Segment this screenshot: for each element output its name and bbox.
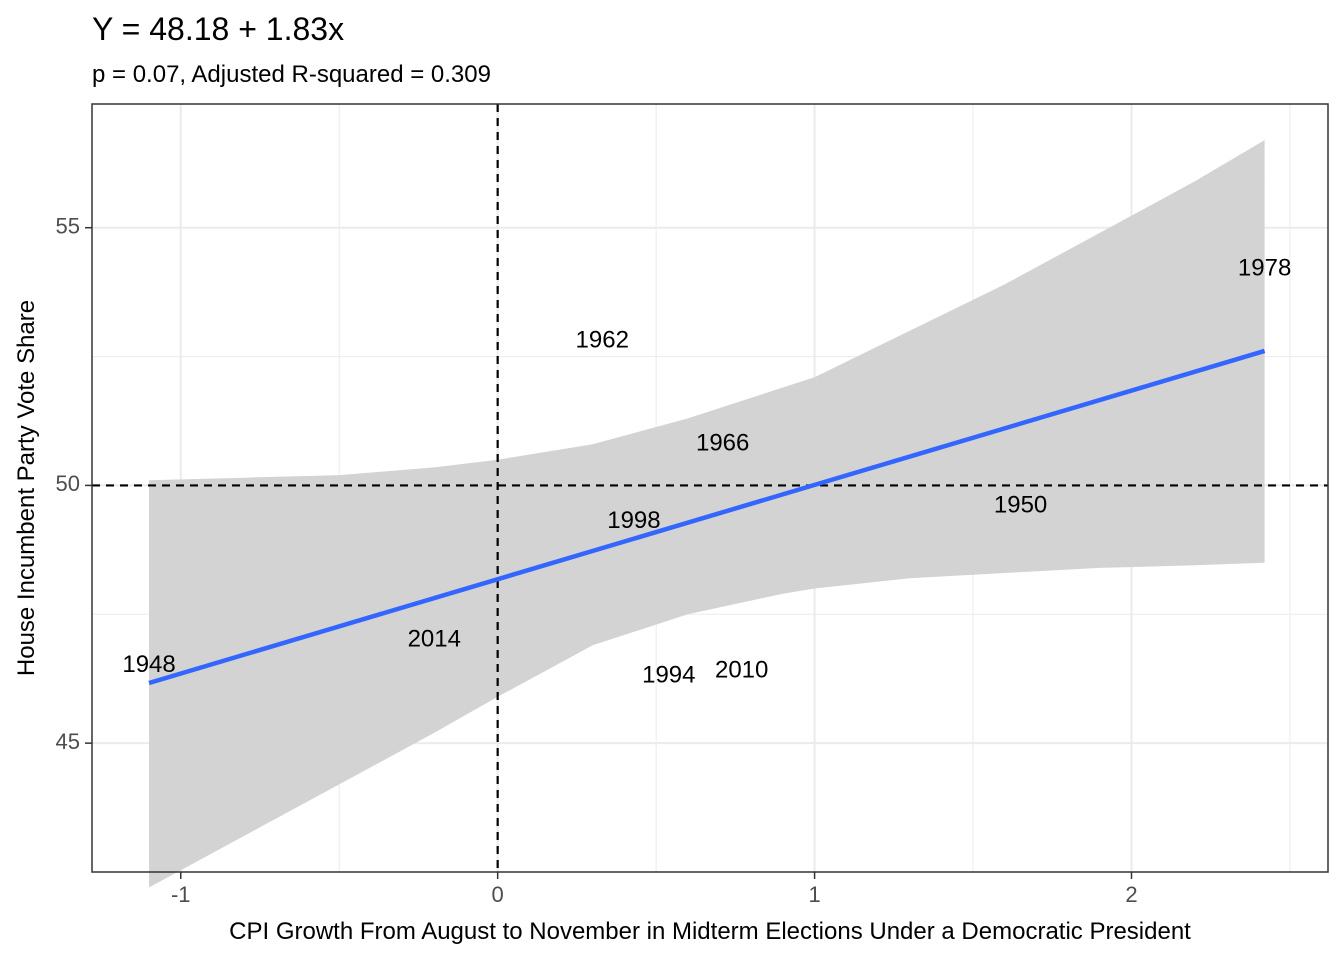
reference-lines-layer [92, 104, 1328, 872]
point-label-2010: 2010 [715, 656, 768, 683]
point-label-1978: 1978 [1238, 254, 1291, 281]
y-axis-title: House Incumbent Party Vote Share [13, 300, 40, 676]
y-tick-label: 45 [56, 729, 80, 754]
point-labels-layer: 1948 1950 1962 1966 1978 1994 1998 2010 2014 [122, 254, 1291, 688]
x-tick-label: 2 [1125, 882, 1137, 907]
regression-line [148, 348, 1266, 686]
point-label-1962: 1962 [576, 326, 629, 353]
point-label-1998: 1998 [607, 507, 660, 534]
chart-title: Y = 48.18 + 1.83x [92, 11, 344, 47]
x-tick-label: -1 [171, 882, 191, 907]
confidence-band-layer [149, 140, 1265, 888]
chart-subtitle: p = 0.07, Adjusted R-squared = 0.309 [92, 61, 491, 88]
y-tick-label: 50 [56, 471, 80, 496]
fit-line-layer [148, 348, 1266, 686]
x-axis-title: CPI Growth From August to November in Mi… [229, 918, 1191, 945]
point-label-2014: 2014 [408, 625, 461, 652]
confidence-band [149, 140, 1265, 888]
axis-ticks-layer: -1 0 1 2 45 50 55 [56, 214, 1138, 907]
x-tick-label: 1 [808, 882, 820, 907]
y-tick-label: 55 [56, 214, 80, 239]
point-label-1966: 1966 [696, 430, 749, 457]
x-tick-label: 0 [492, 882, 504, 907]
panel-border [91, 103, 1329, 873]
point-label-1994: 1994 [642, 661, 695, 688]
point-label-1948: 1948 [122, 651, 175, 678]
point-label-1950: 1950 [994, 491, 1047, 518]
